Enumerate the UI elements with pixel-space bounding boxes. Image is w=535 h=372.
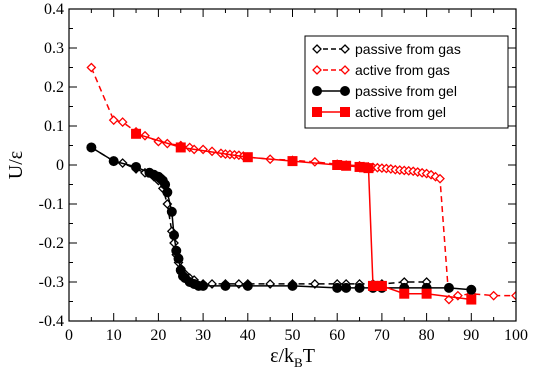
data-point [198, 144, 209, 155]
x-tick-label: 50 [285, 327, 301, 344]
legend-entry: active from gel [312, 104, 446, 120]
data-point [466, 284, 477, 295]
legend-entry: active from gas [312, 62, 450, 78]
data-point [175, 142, 186, 153]
legend-label: active from gas [355, 62, 450, 78]
legend-marker [340, 86, 350, 96]
legend-marker [340, 44, 350, 54]
x-tick-label: 0 [65, 327, 73, 344]
data-point [198, 280, 209, 291]
data-point [242, 152, 253, 163]
legend-entry: passive from gas [312, 41, 461, 57]
data-point [309, 279, 320, 289]
y-tick-label: -0.1 [39, 196, 64, 213]
data-point [287, 280, 298, 291]
y-tick-label: -0.3 [39, 274, 64, 291]
data-point [354, 282, 365, 293]
legend-entry: passive from gel [312, 83, 457, 99]
y-tick-label: 0.1 [44, 118, 64, 135]
axes: 0 10 20 30 40 50 60 70 80 90 100 -0.4 -0.3 -0.2 -0.1 0 0… [5, 1, 528, 370]
legend-marker [312, 107, 322, 117]
y-tick-label: 0.4 [44, 1, 64, 18]
x-tick-label: 90 [463, 327, 479, 344]
data-point [108, 156, 119, 167]
x-axis-title: ε/kBT [270, 345, 315, 370]
data-point [332, 160, 343, 170]
data-point [169, 230, 180, 241]
y-tick-label: -0.4 [39, 313, 64, 330]
x-tick-label: 40 [240, 327, 256, 344]
x-tick-label: 80 [419, 327, 435, 344]
data-point [421, 288, 432, 299]
y-tick-label: -0.2 [39, 235, 64, 252]
legend-marker [312, 65, 322, 75]
x-tick-label: 70 [374, 327, 390, 344]
x-tick-label: 100 [504, 327, 528, 344]
data-point [443, 282, 454, 293]
data-point [265, 279, 276, 289]
y-axis-title: U/ε [5, 151, 27, 179]
legend: passive from gas active from gas passive f… [304, 35, 509, 129]
data-point [309, 156, 320, 167]
data-point [511, 290, 516, 301]
y-tick-label: 0 [56, 157, 64, 174]
legend-label: active from gel [355, 104, 446, 120]
legend-marker [312, 86, 322, 96]
data-point [363, 163, 374, 174]
x-tick-label: 60 [329, 327, 345, 344]
data-point [435, 173, 445, 184]
data-point [376, 280, 387, 291]
data-point [207, 279, 217, 289]
data-point [117, 117, 128, 128]
legend-marker [312, 44, 322, 54]
data-point [341, 160, 352, 171]
data-point [332, 282, 343, 293]
legend-marker [340, 107, 350, 117]
data-point [341, 282, 352, 293]
x-tick-label: 30 [195, 327, 211, 344]
y-tick-label: 0.2 [44, 79, 64, 96]
series-3 [86, 142, 477, 295]
data-point [86, 62, 97, 73]
data-point [399, 288, 410, 299]
data-point [287, 156, 298, 167]
plot-area [86, 62, 516, 305]
data-point [466, 294, 477, 305]
legend-marker [340, 65, 350, 75]
data-point [173, 253, 184, 264]
data-point [162, 187, 173, 198]
data-point [220, 280, 231, 291]
data-point [131, 128, 142, 139]
x-tick-label: 20 [150, 327, 166, 344]
y-tick-label: 0.3 [44, 40, 64, 57]
x-tick-label: 10 [106, 327, 122, 344]
data-point [86, 142, 97, 153]
series-4 [131, 128, 477, 305]
data-point [242, 280, 253, 291]
data-point [131, 161, 142, 172]
data-point [166, 206, 177, 217]
legend-label: passive from gas [355, 41, 461, 57]
series-line [90, 67, 516, 301]
legend-label: passive from gel [355, 83, 457, 99]
data-point [488, 290, 499, 301]
data-point [233, 279, 244, 289]
data-point [108, 115, 119, 126]
